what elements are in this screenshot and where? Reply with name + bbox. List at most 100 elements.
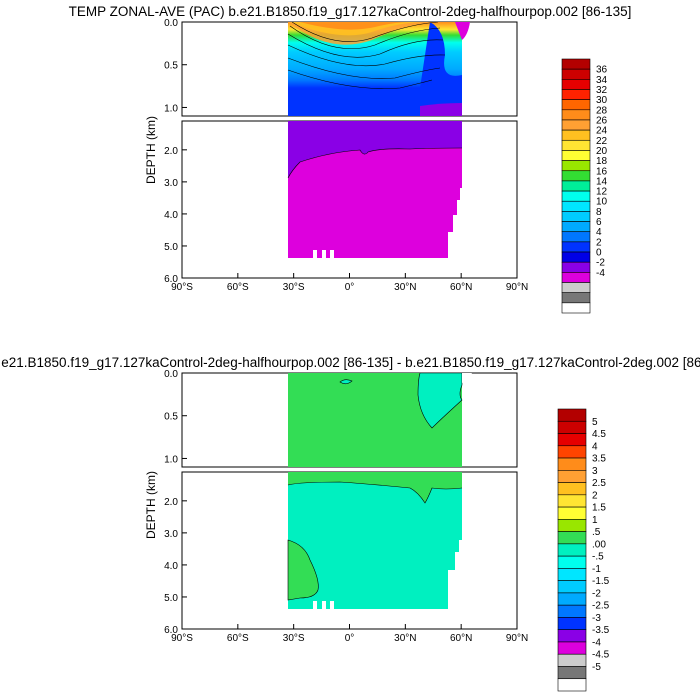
y-tick-label: 6.0 (164, 274, 178, 285)
colorbar-label: -5 (592, 662, 601, 673)
colorbar-label: -.5 (592, 552, 604, 563)
colorbar-label: 20 (596, 146, 608, 157)
colorbar-swatch (561, 211, 591, 222)
colorbar-label: 3.5 (592, 454, 606, 465)
x-tick-label: 60°S (227, 633, 249, 644)
colorbar-label: 10 (596, 197, 608, 208)
colorbar-label: -4 (596, 268, 605, 279)
colorbar-swatch (557, 580, 587, 594)
colorbar-swatch (561, 221, 591, 233)
colorbar-swatch (561, 251, 591, 263)
x-tick-label: 60°S (227, 282, 249, 293)
x-tick-label: 30°S (283, 633, 305, 644)
colorbar-swatch (557, 433, 587, 447)
y-tick-label: 6.0 (164, 625, 178, 636)
colorbar-swatch (561, 170, 591, 182)
colorbar-swatch (561, 99, 591, 111)
colorbar-swatch (561, 68, 591, 80)
colorbar-label: 0 (596, 248, 602, 259)
y-tick-label: 4.0 (164, 561, 178, 572)
colorbar-label: 24 (596, 126, 608, 137)
y-ticks-lower-1: 2.0 3.0 4.0 5.0 6.0 (164, 146, 187, 285)
colorbar-swatch (561, 89, 591, 100)
field-upper-2 (288, 372, 472, 467)
colorbar-label: 5 (592, 417, 598, 428)
colorbar-label: 16 (596, 166, 608, 177)
colorbar-label: -1.5 (592, 576, 610, 587)
colorbar-swatch (557, 666, 587, 680)
colorbar-label: 4 (592, 441, 598, 452)
field-lower-2 (287, 472, 463, 609)
colorbar-label: 4.5 (592, 429, 606, 440)
colorbar-swatch (557, 457, 587, 471)
x-tick-label: 30°N (394, 633, 416, 644)
x-tick-label: 30°S (283, 282, 305, 293)
colorbar-swatch (561, 119, 591, 131)
colorbar-swatch (557, 629, 587, 643)
field-upper-1 (288, 22, 470, 116)
colorbar-swatch (557, 408, 587, 422)
colorbar-swatch (557, 604, 587, 618)
colorbar-swatch (561, 160, 591, 172)
colorbar-label: 2 (596, 237, 602, 248)
x-tick-label: 60°N (450, 282, 472, 293)
y-tick-label: 2.0 (164, 146, 178, 157)
x-tick-label: 0° (345, 633, 355, 644)
x-ticks-2: 90°S 60°S 30°S 0° 30°N 60°N 90°N (171, 624, 528, 644)
colorbar-swatch (557, 653, 587, 667)
colorbar-label: 34 (596, 75, 608, 86)
colorbar-label: 1 (592, 515, 598, 526)
y-axis-label-1: DEPTH (km) (144, 116, 158, 184)
colorbar-label: 28 (596, 105, 608, 116)
colorbar-label: 36 (596, 65, 608, 76)
colorbar-swatch (557, 482, 587, 496)
colorbar-swatch (561, 282, 591, 293)
y-tick-label: 3.0 (164, 529, 178, 540)
colorbar-swatch (561, 109, 591, 121)
contours-upper-1 (287, 21, 446, 89)
x-ticks-1: 90°S 60°S 30°S 0° 30°N 60°N 90°N (171, 273, 528, 293)
panel-2: DEPTH (km) 0.0 0.5 1.0 2.0 3.0 4.0 5.0 6.0 90°… (144, 369, 610, 692)
y-tick-label: 0.0 (164, 369, 178, 380)
colorbar-swatch (561, 190, 591, 202)
colorbar-swatch (557, 543, 587, 557)
y-axis-label-2: DEPTH (km) (144, 471, 158, 539)
colorbar-swatch (561, 139, 591, 151)
colorbar-swatch (557, 420, 587, 434)
y-tick-label: 2.0 (164, 497, 178, 508)
y-tick-label: 1.0 (164, 454, 178, 465)
colorbar-swatch (557, 531, 587, 545)
colorbar-label: 12 (596, 187, 608, 198)
colorbar-label: 30 (596, 95, 608, 106)
colorbar-label: 6 (596, 217, 602, 228)
colorbar-swatch (557, 494, 587, 508)
colorbar-swatch (557, 470, 587, 483)
colorbar-swatch (561, 261, 591, 273)
colorbar-swatch (561, 231, 591, 243)
field-lower-1 (287, 121, 463, 258)
y-tick-label: 5.0 (164, 593, 178, 604)
colorbar-label: 1.5 (592, 503, 606, 514)
colorbar-2: 54.543.532.521.51.5.00-.5-1-1.5-2-2.5-3-… (557, 408, 610, 692)
y-ticks-lower-2: 2.0 3.0 4.0 5.0 6.0 (164, 497, 187, 636)
y-tick-label: 0.5 (164, 412, 178, 423)
colorbar-swatch (557, 568, 587, 581)
colorbar-label: 2.5 (592, 478, 606, 489)
colorbar-label: -4 (592, 637, 601, 648)
colorbar-swatch (561, 272, 591, 283)
colorbar-swatch (561, 150, 591, 161)
colorbar-label: -1 (592, 564, 601, 575)
colorbar-label: 3 (592, 466, 598, 477)
chart-title-2: b.e21.B1850.f19_g17.127kaControl-2deg-ha… (0, 355, 700, 370)
y-tick-label: 3.0 (164, 178, 178, 189)
colorbar-swatch (557, 519, 587, 532)
colorbar-swatch (557, 555, 587, 569)
y-ticks-upper-2: 0.0 0.5 1.0 (164, 369, 187, 465)
x-tick-label: 30°N (394, 282, 416, 293)
colorbar-label: 26 (596, 115, 608, 126)
chart-title-1: TEMP ZONAL-AVE (PAC) b.e21.B1850.f19_g17… (68, 4, 632, 19)
colorbar-label: .00 (592, 539, 606, 550)
colorbar-swatch (557, 678, 587, 692)
colorbar-label: 4 (596, 227, 602, 238)
